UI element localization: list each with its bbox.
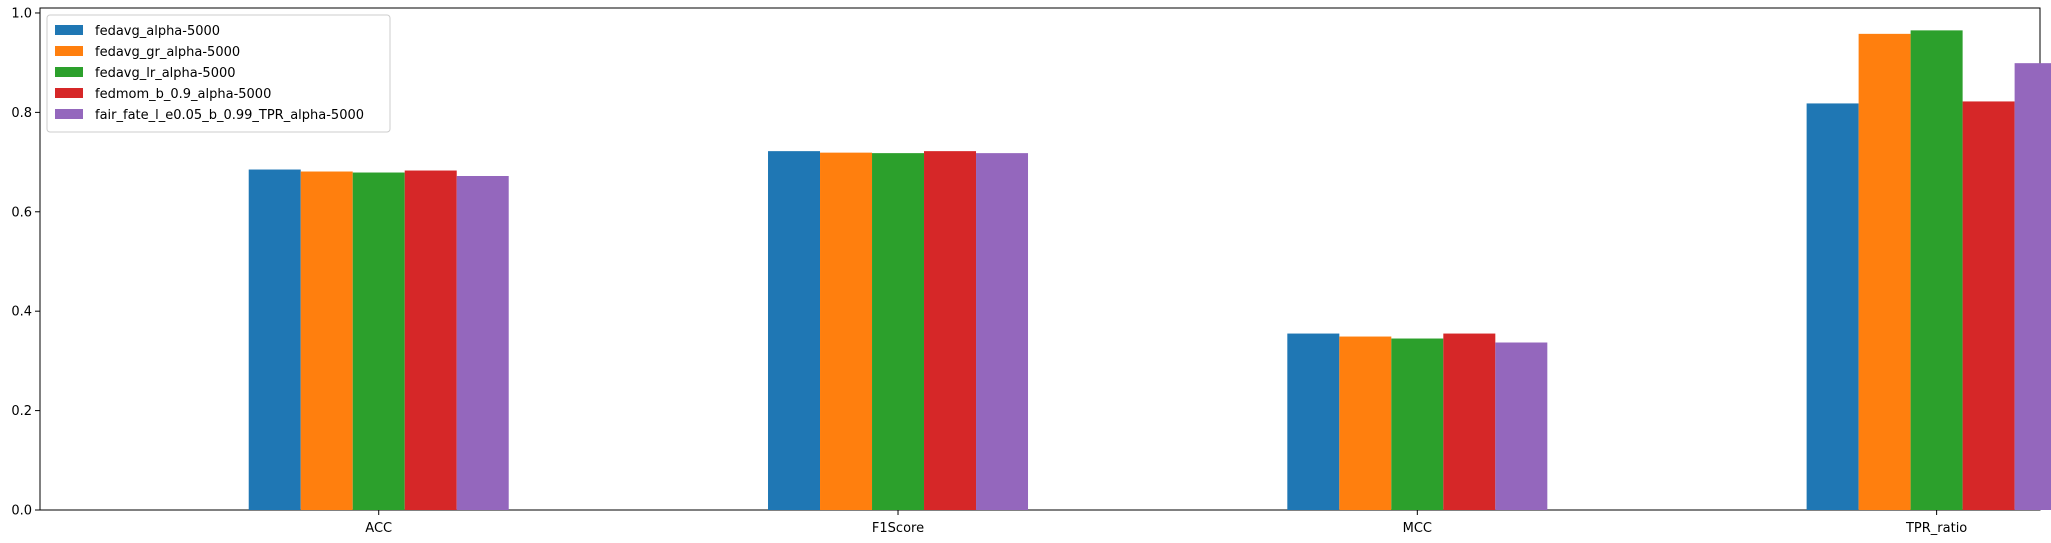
legend-swatch [55, 67, 83, 77]
bar-tpr_ratio-series-2 [1858, 33, 1911, 510]
bar-f1score-series-5 [976, 153, 1029, 510]
legend-label: fedavg_alpha-5000 [95, 24, 220, 39]
bar-mcc-series-5 [1495, 342, 1548, 510]
x-tick-label: F1Score [872, 521, 924, 536]
bar-mcc-series-1 [1287, 333, 1340, 510]
bar-tpr_ratio-series-1 [1806, 103, 1859, 511]
x-axis: ACC F1Score MCC TPR_ratio [365, 510, 1967, 536]
bar-f1score-series-1 [768, 151, 821, 510]
bar-tpr_ratio-series-3 [1910, 30, 1963, 511]
legend-swatch [55, 88, 83, 98]
bar-acc-series-1 [248, 169, 301, 510]
legend-label: fedavg_lr_alpha-5000 [95, 66, 236, 81]
x-tick-label: MCC [1403, 521, 1432, 536]
bar-mcc-series-3 [1391, 338, 1444, 510]
bar-mcc-series-4 [1443, 333, 1496, 510]
y-tick-label: 0.0 [11, 504, 32, 519]
bar-f1score-series-2 [820, 152, 873, 510]
x-tick-label: ACC [365, 521, 392, 536]
bar-f1score-series-3 [872, 153, 925, 510]
bar-acc-series-5 [456, 176, 509, 510]
y-tick-label: 0.2 [11, 404, 32, 419]
legend-label: fair_fate_l_e0.05_b_0.99_TPR_alpha-5000 [95, 108, 364, 123]
bar-tpr_ratio-series-4 [1962, 101, 2015, 510]
bar-acc-series-3 [352, 172, 405, 510]
legend-box [46, 14, 391, 133]
y-tick-label: 0.8 [11, 106, 32, 121]
y-tick-label: 0.4 [11, 305, 32, 320]
legend-label: fedavg_gr_alpha-5000 [95, 45, 240, 60]
bar-tpr_ratio-series-5 [2014, 63, 2051, 511]
bar-f1score-series-4 [924, 151, 977, 510]
legend-swatch [55, 109, 83, 119]
bars-group [248, 30, 2051, 511]
bar-mcc-series-2 [1339, 336, 1392, 510]
x-tick-label: TPR_ratio [1905, 521, 1967, 536]
bar-acc-series-4 [404, 170, 457, 510]
legend-swatch [55, 46, 83, 56]
y-tick-label: 0.6 [11, 205, 32, 220]
legend-swatch [55, 25, 83, 35]
legend: fedavg_alpha-5000 fedavg_gr_alpha-5000fed… [46, 14, 391, 133]
bar-acc-series-2 [300, 171, 353, 510]
legend-label: fedmom_b_0.9_alpha-5000 [95, 87, 271, 102]
y-axis: 0.0 0.2 0.4 0.6 0.8 1.0 [11, 6, 40, 519]
y-tick-label: 1.0 [11, 6, 32, 21]
